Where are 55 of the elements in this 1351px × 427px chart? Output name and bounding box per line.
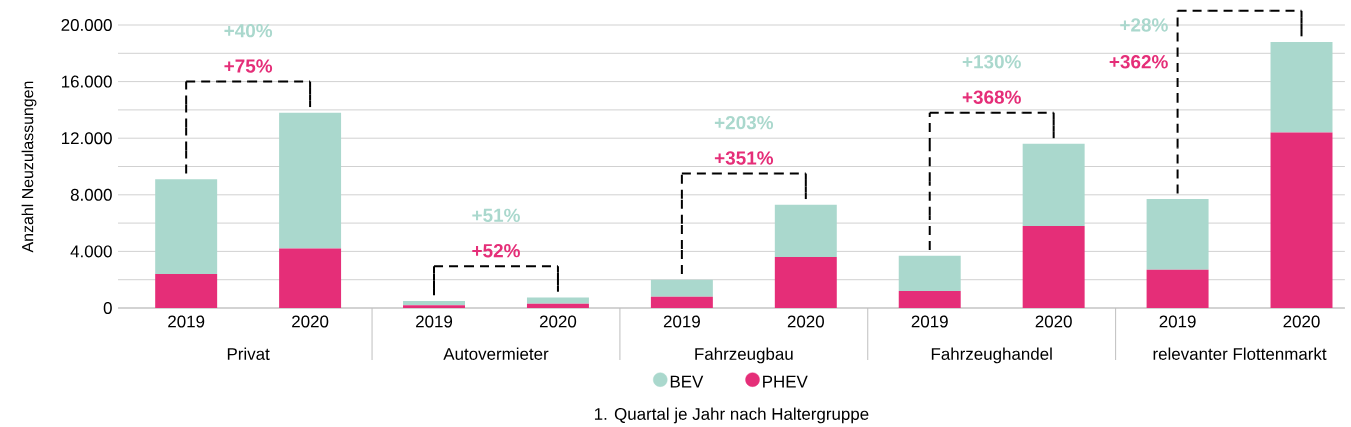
bar — [1022, 225, 1085, 308]
bar — [1270, 41, 1333, 133]
y-tick-label: 0 — [103, 302, 112, 314]
bar — [650, 296, 713, 308]
bar — [898, 255, 961, 292]
annotation: +351% — [714, 151, 774, 165]
x-tick-label: 2019 — [911, 315, 948, 328]
bar — [1022, 143, 1085, 226]
annotation: +28% — [1120, 18, 1168, 32]
annotation: +203% — [714, 115, 774, 130]
x-tick-label: 2019 — [1159, 315, 1196, 328]
bar — [1270, 132, 1333, 308]
text: Fahrzeughandel — [931, 347, 1052, 364]
bar — [279, 112, 342, 249]
bar — [1146, 199, 1209, 270]
y-tick-label: 4.000 — [70, 245, 112, 258]
bar — [526, 303, 589, 308]
annotation: +362% — [1109, 55, 1168, 69]
annotation: +368% — [962, 90, 1021, 104]
bar — [650, 279, 713, 297]
y-axis-title: Anzahl Neuzulassungen — [21, 81, 37, 253]
x-tick-label: 2019 — [416, 315, 453, 328]
bar — [526, 297, 589, 304]
annotation: +40% — [224, 23, 273, 38]
annotation: +52% — [472, 243, 520, 258]
bar — [279, 248, 342, 308]
x-tick-label: 2019 — [168, 315, 205, 328]
annotation: +75% — [224, 59, 273, 73]
text: Privat — [227, 347, 270, 360]
legend-label: BEV — [670, 375, 704, 388]
legend-label: PHEV — [763, 375, 808, 388]
y-tick-label: 20.000 — [61, 19, 112, 31]
annotation: +130% — [962, 55, 1021, 69]
x-tick-label: 2019 — [663, 315, 700, 328]
text: Autovermieter — [443, 347, 549, 360]
annotation: +51% — [472, 208, 520, 222]
bar — [155, 274, 218, 308]
bar — [898, 291, 961, 308]
bar — [403, 300, 466, 306]
y-tick-label: 16.000 — [61, 75, 112, 88]
x-tick-label: 2020 — [1283, 315, 1320, 328]
bar — [1146, 269, 1209, 308]
text: relevanter Flottenmarkt — [1153, 347, 1327, 360]
bar — [155, 179, 218, 275]
bar — [774, 257, 837, 308]
text: Fahrzeugbau — [695, 347, 793, 364]
y-tick-label: 8.000 — [70, 188, 112, 201]
bar — [403, 305, 466, 308]
bar — [774, 204, 837, 258]
y-tick-label: 12.000 — [61, 132, 112, 145]
x-axis-title: 1. Quartal je Jahr nach Haltergruppe — [594, 407, 869, 424]
x-tick-label: 2020 — [539, 315, 577, 328]
x-tick-label: 2020 — [292, 315, 329, 328]
x-tick-label: 2020 — [1035, 315, 1072, 328]
x-tick-label: 2020 — [787, 315, 824, 328]
